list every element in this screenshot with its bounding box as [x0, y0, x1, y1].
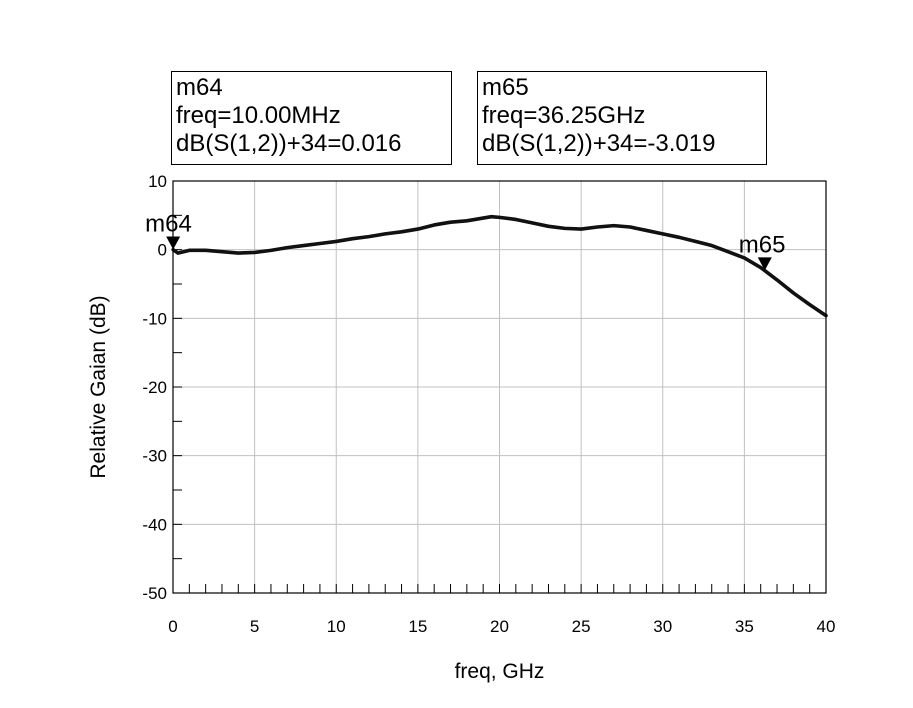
marker-label-m64: m64	[145, 211, 192, 238]
marker-readout-value: dB(S(1,2))+34=0.016	[176, 130, 402, 157]
x-tick-label: 30	[653, 617, 672, 636]
marker-readout-name: m65	[482, 74, 529, 101]
y-axis-label: Relative Gaian (dB)	[87, 295, 110, 478]
marker-readout-m65: m65 freq=36.25GHz dB(S(1,2))+34=-3.019	[477, 71, 767, 165]
x-tick-label: 15	[408, 617, 427, 636]
marker-readout-freq: freq=36.25GHz	[482, 102, 646, 129]
x-tick-label: 20	[490, 617, 509, 636]
y-tick-label: -30	[142, 447, 167, 466]
x-tick-label: 40	[817, 617, 836, 636]
y-tick-label: 0	[158, 241, 167, 260]
y-tick-label: -50	[142, 584, 167, 603]
y-tick-label: -20	[142, 378, 167, 397]
x-tick-label: 10	[327, 617, 346, 636]
marker-readout-freq: freq=10.00MHz	[176, 102, 341, 129]
marker-readout-value: dB(S(1,2))+34=-3.019	[482, 130, 716, 157]
x-tick-label: 25	[572, 617, 591, 636]
marker-readout-m64: m64 freq=10.00MHz dB(S(1,2))+34=0.016	[171, 71, 452, 165]
marker-label-m65: m65	[739, 231, 786, 258]
y-tick-label: -10	[142, 309, 167, 328]
series-line-relative-gain	[171, 214, 828, 318]
y-tick-label: -40	[142, 515, 167, 534]
x-tick-label: 0	[168, 617, 177, 636]
x-tick-label: 5	[250, 617, 259, 636]
plot-area-frame	[172, 180, 827, 594]
marker-readout-name: m64	[176, 74, 223, 101]
x-tick-label: 35	[735, 617, 754, 636]
y-tick-label: 10	[148, 172, 167, 191]
marker-triangle-m65	[757, 257, 772, 271]
x-axis-label: freq, GHz	[455, 660, 545, 683]
